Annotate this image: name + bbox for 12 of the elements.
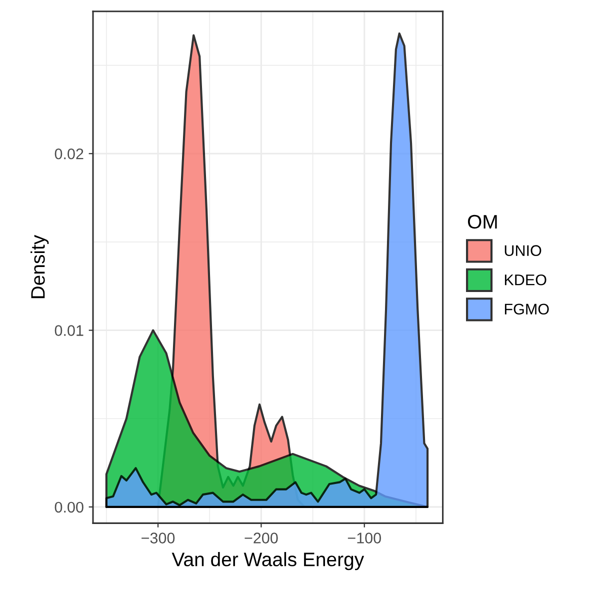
legend-label: UNIO xyxy=(504,245,542,256)
legend-label: FGMO xyxy=(504,304,549,315)
legend-label: KDEO xyxy=(504,274,546,286)
x-tick-label: −100 xyxy=(348,532,381,544)
y-tick-label: 0.02 xyxy=(54,148,84,160)
y-axis-title: Density xyxy=(30,234,49,298)
x-axis-title: Van der Waals Energy xyxy=(172,552,364,570)
x-tick-label: −300 xyxy=(142,532,175,544)
y-tick-label: 0.00 xyxy=(54,502,84,513)
y-tick-label: 0.01 xyxy=(54,325,84,336)
legend-title: OM xyxy=(468,214,497,229)
x-tick-label: −200 xyxy=(244,532,278,544)
